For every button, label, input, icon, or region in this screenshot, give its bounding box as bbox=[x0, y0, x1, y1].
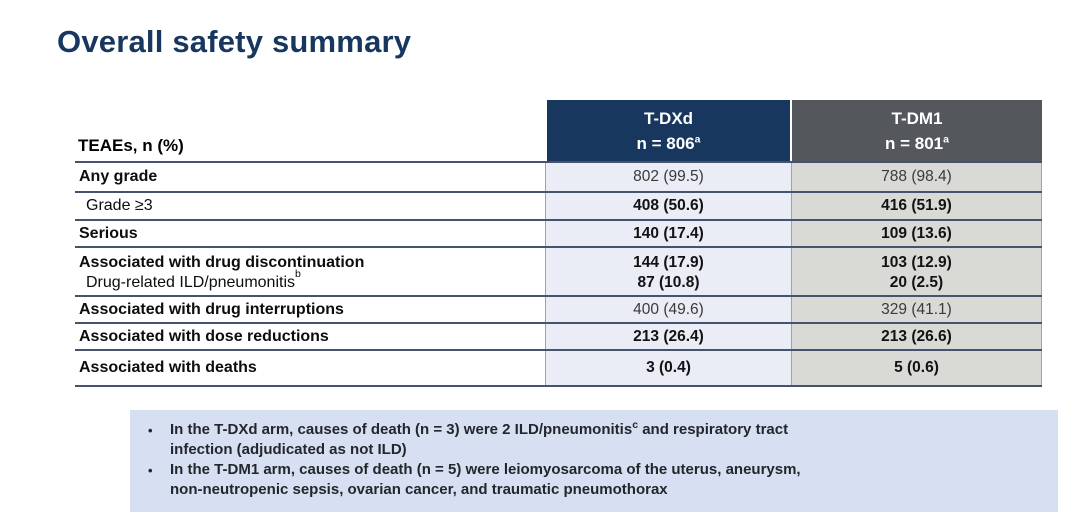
row-label: Grade ≥3 bbox=[86, 197, 153, 214]
column-header-tdm1: T-DM1 n = 801a bbox=[792, 100, 1042, 161]
table-row: Any grade 802 (99.5) 788 (98.4) bbox=[75, 163, 1042, 193]
deaths-callout-box: • In the T-DXd arm, causes of death (n =… bbox=[130, 410, 1058, 512]
table-header-row: TEAEs, n (%) T-DXd n = 806a T-DM1 n = 80… bbox=[75, 100, 1042, 163]
tdm1-drug-name: T-DM1 bbox=[891, 108, 943, 128]
tdm1-value: 20 (2.5) bbox=[792, 273, 1042, 295]
bullet-text: In the T-DXd arm, causes of death (n = 3… bbox=[170, 419, 789, 458]
tdm1-value: 416 (51.9) bbox=[792, 193, 1042, 219]
footnote-marker-c: c bbox=[632, 419, 639, 431]
callout-bullet-tdxd: • In the T-DXd arm, causes of death (n =… bbox=[148, 420, 1044, 460]
row-label: Any grade bbox=[79, 168, 158, 185]
tdxd-drug-name: T-DXd bbox=[643, 108, 694, 128]
tdxd-n-count: n = 806a bbox=[636, 132, 701, 153]
table-row: Associated with dose reductions 213 (26.… bbox=[75, 324, 1042, 351]
callout-bullet-tdm1: • In the T-DM1 arm, causes of death (n =… bbox=[148, 460, 1044, 500]
tdxd-value: 140 (17.4) bbox=[545, 221, 792, 246]
tdm1-value: 109 (13.6) bbox=[792, 221, 1042, 246]
table-row: Associated with deaths 3 (0.4) 5 (0.6) bbox=[75, 351, 1042, 387]
page-title: Overall safety summary bbox=[57, 24, 412, 59]
tdm1-value: 5 (0.6) bbox=[792, 351, 1042, 385]
row-label: Serious bbox=[79, 224, 138, 242]
row-label: Associated with drug interruptions bbox=[79, 300, 344, 318]
tdm1-value: 213 (26.6) bbox=[792, 324, 1042, 349]
tdm1-value: 329 (41.1) bbox=[792, 297, 1042, 322]
row-label: Drug-related ILD/pneumonitis b bbox=[86, 268, 301, 291]
table-row: Associated with drug interruptions 400 (… bbox=[75, 297, 1042, 324]
row-label: Associated with drug discontinuation bbox=[79, 254, 365, 271]
tdxd-value: 3 (0.4) bbox=[545, 351, 792, 385]
tdxd-value: 408 (50.6) bbox=[545, 193, 792, 219]
footnote-marker-a: a bbox=[943, 132, 949, 145]
table-row: Serious 140 (17.4) 109 (13.6) bbox=[75, 221, 1042, 248]
safety-summary-table: TEAEs, n (%) T-DXd n = 806a T-DM1 n = 80… bbox=[75, 100, 1042, 387]
table-corner-label: TEAEs, n (%) bbox=[78, 136, 184, 155]
table-row: Grade ≥3 408 (50.6) 416 (51.9) bbox=[75, 193, 1042, 221]
tdxd-value: 213 (26.4) bbox=[545, 324, 792, 349]
bullet-text: In the T-DM1 arm, causes of death (n = 5… bbox=[170, 461, 801, 498]
tdm1-n-count: n = 801a bbox=[885, 132, 949, 153]
tdxd-value: 144 (17.9) bbox=[545, 248, 792, 273]
table-row: Associated with drug discontinuation 144… bbox=[75, 248, 1042, 273]
footnote-marker-a: a bbox=[694, 132, 701, 145]
bullet-icon: • bbox=[148, 423, 153, 438]
tdxd-value: 400 (49.6) bbox=[545, 297, 792, 322]
tdxd-value: 87 (10.8) bbox=[545, 273, 792, 295]
table-row: Drug-related ILD/pneumonitis b 87 (10.8) … bbox=[75, 268, 1042, 297]
bullet-icon: • bbox=[148, 463, 153, 478]
tdxd-value: 802 (99.5) bbox=[545, 163, 792, 191]
row-label: Associated with dose reductions bbox=[79, 327, 329, 345]
row-label: Associated with deaths bbox=[79, 359, 257, 376]
column-header-tdxd: T-DXd n = 806a bbox=[545, 100, 792, 161]
tdm1-value: 103 (12.9) bbox=[792, 248, 1042, 273]
tdm1-value: 788 (98.4) bbox=[792, 163, 1042, 191]
